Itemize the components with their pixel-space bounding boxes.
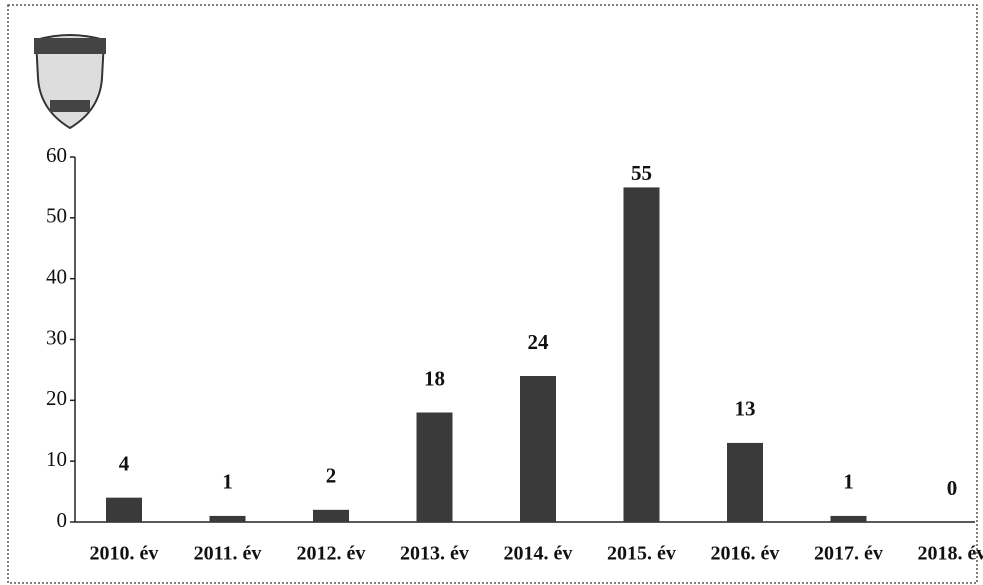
x-tick-label: 2017. év bbox=[814, 543, 883, 565]
bar bbox=[727, 442, 763, 522]
y-tick-label: 0 bbox=[57, 508, 68, 532]
value-label: 0 bbox=[947, 476, 958, 500]
y-tick-label: 10 bbox=[46, 447, 67, 471]
y-tick-label: 50 bbox=[46, 204, 67, 228]
value-label: 24 bbox=[528, 330, 550, 354]
bar bbox=[623, 187, 660, 522]
value-label: 1 bbox=[843, 470, 854, 494]
x-tick-label: 2010. év bbox=[90, 543, 159, 565]
value-label: 18 bbox=[424, 366, 445, 390]
y-tick-label: 60 bbox=[46, 143, 67, 167]
x-tick-label: 2011. év bbox=[194, 543, 262, 565]
logo bbox=[34, 34, 106, 130]
x-tick-label: 2014. év bbox=[504, 543, 573, 565]
y-tick-label: 20 bbox=[46, 386, 67, 410]
bar bbox=[830, 515, 867, 522]
x-tick-label: 2015. év bbox=[607, 543, 676, 565]
value-label: 13 bbox=[735, 397, 756, 421]
y-tick-label: 30 bbox=[46, 325, 67, 349]
bar bbox=[520, 376, 556, 522]
value-label: 4 bbox=[119, 451, 130, 475]
bar bbox=[209, 515, 246, 522]
x-tick-label: 2016. év bbox=[711, 543, 780, 565]
x-tick-label: 2013. év bbox=[400, 543, 469, 565]
value-label: 1 bbox=[222, 470, 233, 494]
x-tick-label: 2018. év bbox=[918, 543, 983, 565]
bar bbox=[106, 497, 142, 522]
x-tick-label: 2012. év bbox=[297, 543, 366, 565]
bar bbox=[313, 509, 349, 522]
frame bbox=[7, 4, 978, 584]
value-label: 55 bbox=[631, 161, 652, 185]
bar bbox=[416, 412, 453, 522]
value-label: 2 bbox=[326, 464, 337, 488]
y-tick-label: 40 bbox=[46, 264, 67, 288]
